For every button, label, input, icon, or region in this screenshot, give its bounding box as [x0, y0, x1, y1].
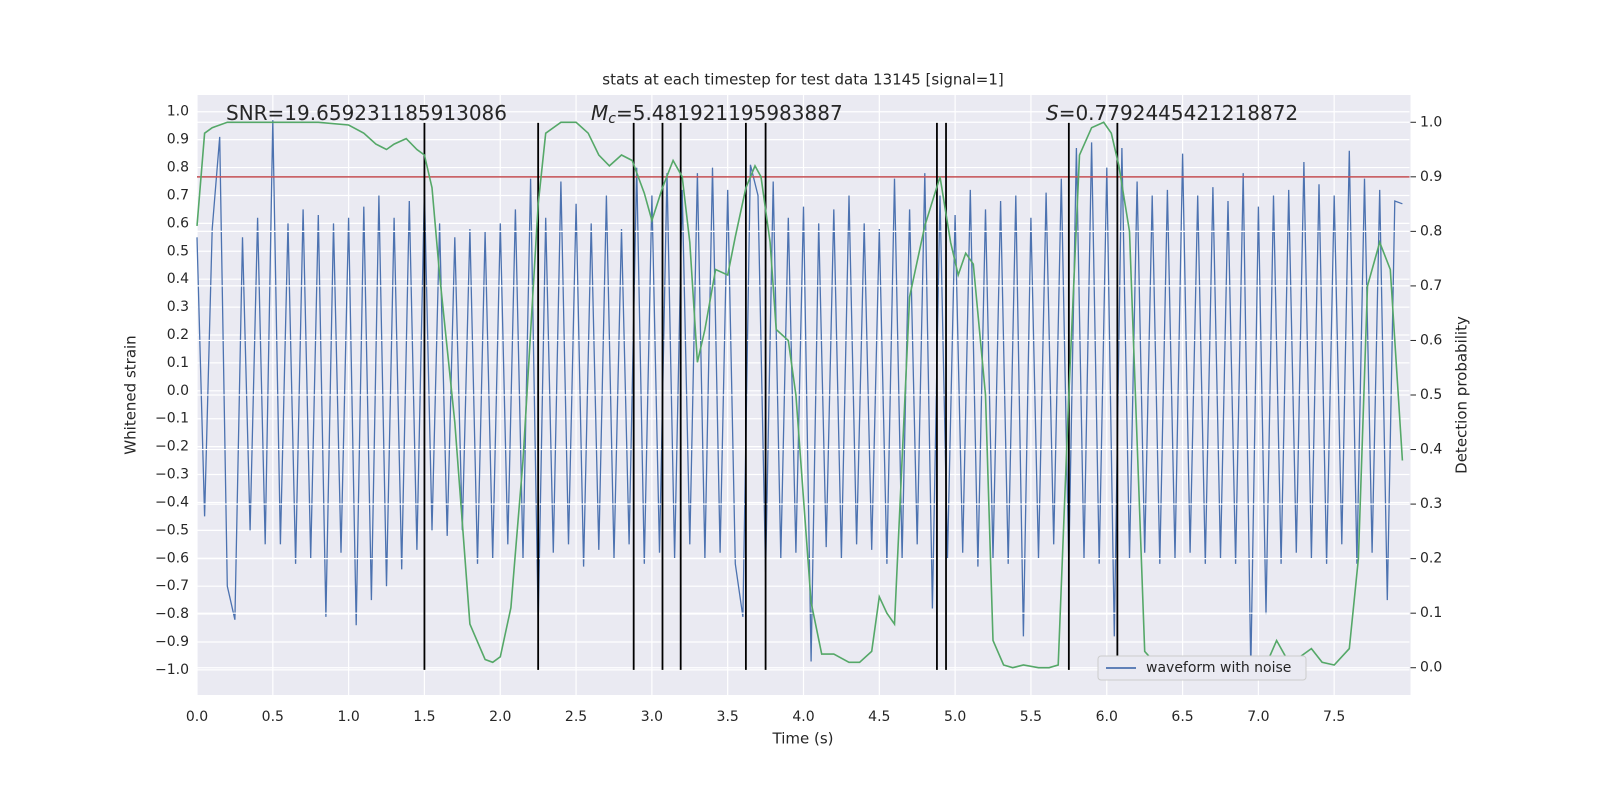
annotation-text: =0.7792445421218872	[1059, 101, 1298, 125]
y-tick-label: 0.1	[167, 355, 189, 371]
x-tick-label: 1.5	[413, 709, 435, 725]
y-tick-label: −0.8	[155, 606, 189, 622]
x-axis-label: Time (s)	[772, 730, 834, 748]
y-tick-label: −0.4	[155, 494, 189, 510]
annotation-text: SNR=19.659231185913086	[226, 101, 507, 125]
y2-tick-label: 0.3	[1420, 496, 1442, 512]
x-tick-label: 2.5	[565, 709, 587, 725]
y2-tick-label: 0.0	[1420, 660, 1442, 676]
y-tick-label: 0.8	[167, 160, 189, 176]
x-tick-label: 4.0	[792, 709, 814, 725]
legend-box	[1097, 655, 1307, 681]
x-tick-label: 1.0	[337, 709, 359, 725]
y-tick-label: −0.9	[155, 634, 189, 650]
x-tick-label: 0.5	[262, 709, 284, 725]
y2-tick-label: 0.7	[1420, 278, 1442, 294]
annotation: Mc=5.481921195983887	[591, 101, 843, 128]
chart-title: stats at each timestep for test data 131…	[602, 71, 1003, 89]
y2-tick-label: 0.9	[1420, 169, 1442, 185]
x-tick-label: 5.0	[944, 709, 966, 725]
x-tick-label: 7.5	[1323, 709, 1345, 725]
x-tick-label: 6.0	[1096, 709, 1118, 725]
y2-tick-label: 0.4	[1420, 442, 1442, 458]
y-tick-label: −0.6	[155, 550, 189, 566]
y-tick-label: 0.4	[167, 271, 189, 287]
y2-tick-label: 0.2	[1420, 551, 1442, 567]
y2-tick-label: 0.8	[1420, 223, 1442, 239]
y2-tick-label: 0.1	[1420, 605, 1442, 621]
y-tick-label: 0.3	[167, 299, 189, 315]
y-tick-label: −0.3	[155, 467, 189, 483]
y-tick-label: 0.6	[167, 215, 189, 231]
y-tick-label: −0.7	[155, 578, 189, 594]
x-tick-label: 0.0	[186, 709, 208, 725]
y2-tick-label: 0.6	[1420, 332, 1442, 348]
x-tick-label: 3.0	[641, 709, 663, 725]
annotation-text: =5.481921195983887	[616, 101, 843, 125]
probability-line	[196, 121, 1404, 669]
x-tick-label: 7.0	[1247, 709, 1269, 725]
x-tick-label: 4.5	[868, 709, 890, 725]
y2-tick-label: 0.5	[1420, 387, 1442, 403]
y-tick-label: −0.5	[155, 522, 189, 538]
annotation-symbol: S	[1046, 101, 1059, 125]
annotation-symbol: M	[591, 101, 608, 125]
y2-axis-label: Detection probability	[1453, 316, 1471, 474]
waveform-line	[196, 120, 1403, 670]
annotation: S=0.7792445421218872	[1046, 101, 1298, 125]
annotation: SNR=19.659231185913086	[226, 101, 507, 125]
y-axis-label: Whitened strain	[122, 335, 140, 454]
x-tick-label: 5.5	[1020, 709, 1042, 725]
x-tick-label: 3.5	[717, 709, 739, 725]
y-tick-label: 0.9	[167, 132, 189, 148]
x-tick-label: 6.5	[1171, 709, 1193, 725]
x-tick-label: 2.0	[489, 709, 511, 725]
y-tick-label: 1.0	[167, 104, 189, 120]
y-tick-label: 0.7	[167, 187, 189, 203]
annotation-subscript: c	[608, 111, 616, 127]
y-tick-label: −1.0	[155, 662, 189, 678]
y-tick-label: 0.0	[167, 383, 189, 399]
y-tick-label: 0.5	[167, 243, 189, 259]
legend-label: waveform with noise	[1146, 660, 1291, 676]
y-tick-label: −0.1	[155, 411, 189, 427]
y-tick-label: 0.2	[167, 327, 189, 343]
y-tick-label: −0.2	[155, 439, 189, 455]
y2-tick-label: 1.0	[1420, 114, 1442, 130]
